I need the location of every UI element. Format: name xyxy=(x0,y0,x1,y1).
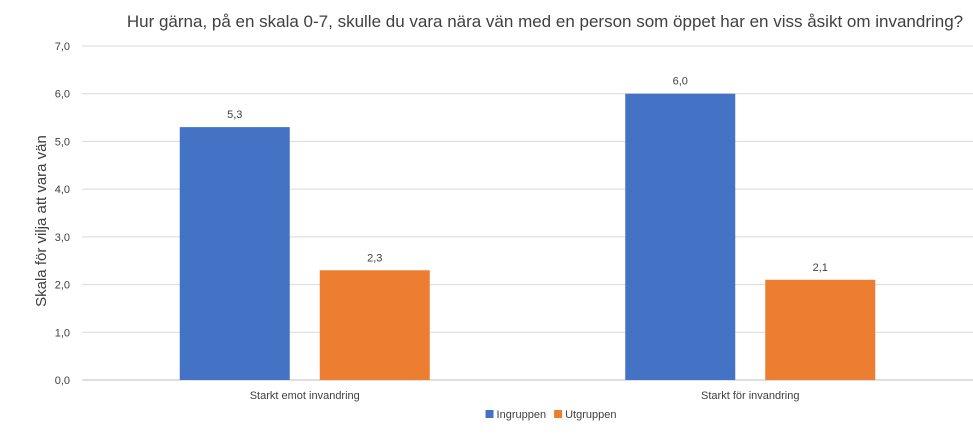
bar-ingruppen-1 xyxy=(625,93,736,380)
legend: Ingruppen Utgruppen xyxy=(485,409,616,421)
y-tick-label: 3,0 xyxy=(55,232,70,244)
data-labels: 5,3 2,3 6,0 2,1 xyxy=(227,76,828,274)
data-label: 6,0 xyxy=(673,76,688,88)
data-label: 2,1 xyxy=(813,262,828,274)
bar-ingruppen-0 xyxy=(179,127,290,380)
y-tick-label: 0,0 xyxy=(55,375,70,387)
bar-utgruppen-1 xyxy=(765,279,876,380)
legend-swatch xyxy=(554,410,563,418)
x-category-label: Starkt emot invandring xyxy=(250,390,360,402)
y-tick-label: 7,0 xyxy=(55,41,70,53)
data-label: 5,3 xyxy=(227,109,242,121)
legend-swatch xyxy=(485,410,494,418)
bar-utgruppen-0 xyxy=(319,270,430,380)
y-tick-label: 4,0 xyxy=(55,184,70,196)
y-tick-label: 1,0 xyxy=(55,327,70,339)
legend-label: Utgruppen xyxy=(565,409,616,421)
bars xyxy=(179,93,876,380)
y-tick-label: 6,0 xyxy=(55,89,70,101)
y-axis-label: Skala för vilja att vara vän xyxy=(33,135,50,307)
x-category-labels: Starkt emot invandring Starkt för invandr… xyxy=(250,390,800,402)
y-tick-labels: 0,0 1,0 2,0 3,0 4,0 5,0 6,0 7,0 xyxy=(55,41,70,387)
legend-item-ingruppen: Ingruppen xyxy=(485,409,547,421)
y-tick-label: 2,0 xyxy=(55,280,70,292)
chart-title: Hur gärna, på en skala 0-7, skulle du va… xyxy=(127,12,963,31)
legend-item-utgruppen: Utgruppen xyxy=(554,409,616,421)
x-category-label: Starkt för invandring xyxy=(701,390,799,402)
y-tick-label: 5,0 xyxy=(55,136,70,148)
data-label: 2,3 xyxy=(367,252,382,264)
legend-label: Ingruppen xyxy=(497,409,547,421)
